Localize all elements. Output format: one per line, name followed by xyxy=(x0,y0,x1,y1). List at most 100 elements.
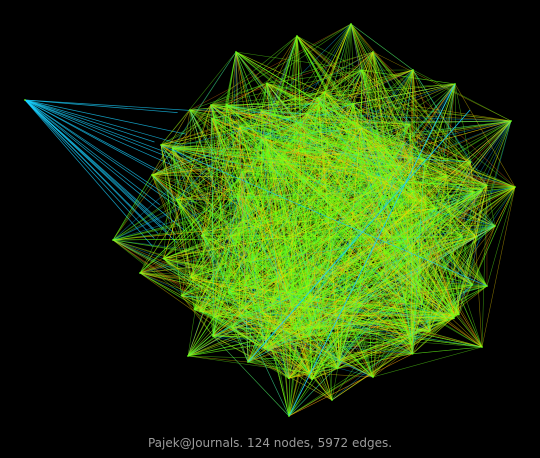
edge xyxy=(339,336,412,361)
edge xyxy=(291,137,378,306)
graph-node xyxy=(227,291,230,294)
edge xyxy=(288,83,456,417)
edge xyxy=(267,149,374,378)
edge xyxy=(247,304,293,363)
edge xyxy=(139,272,310,374)
edge xyxy=(294,328,413,345)
graph-node xyxy=(385,148,388,151)
edge xyxy=(190,235,202,278)
edge xyxy=(226,104,455,317)
graph-edges xyxy=(24,23,516,417)
edge xyxy=(268,349,310,374)
edge xyxy=(235,51,304,152)
edge xyxy=(294,329,333,401)
edge-outlier xyxy=(24,99,155,171)
edge xyxy=(241,148,387,173)
graph-node xyxy=(265,82,268,85)
edge xyxy=(187,148,387,357)
graph-node xyxy=(286,292,289,294)
edge xyxy=(274,120,512,330)
edge-outlier xyxy=(24,99,187,135)
edge xyxy=(267,149,289,379)
edge xyxy=(250,191,475,263)
edge xyxy=(210,83,267,106)
graph-node xyxy=(241,171,243,174)
edge xyxy=(187,355,340,361)
graph-node xyxy=(413,285,416,288)
edge xyxy=(372,186,516,378)
edge xyxy=(386,190,483,281)
edge xyxy=(250,137,378,263)
edge xyxy=(265,136,290,417)
graph-node xyxy=(308,335,310,338)
edge xyxy=(226,104,512,122)
edge xyxy=(230,161,471,237)
edge xyxy=(372,346,483,378)
edge xyxy=(350,23,488,186)
graph-node xyxy=(469,161,472,164)
edge xyxy=(412,69,471,163)
edge-outlier xyxy=(24,99,154,231)
edge xyxy=(160,51,237,146)
edge xyxy=(189,83,456,111)
graph-node xyxy=(305,112,308,115)
edge xyxy=(294,121,354,330)
graph-node xyxy=(461,236,464,238)
graph-node xyxy=(213,316,215,319)
graph-node xyxy=(400,241,403,244)
edge xyxy=(372,51,413,354)
edge xyxy=(187,157,413,357)
graph-node xyxy=(454,83,456,85)
edge xyxy=(425,120,512,204)
graph-node xyxy=(238,315,241,318)
graph-node xyxy=(411,343,413,345)
graph-node xyxy=(421,302,423,305)
edge xyxy=(429,190,483,332)
edge xyxy=(210,104,290,417)
edge xyxy=(411,157,477,238)
graph-node xyxy=(419,269,422,272)
edge xyxy=(473,120,512,193)
edge xyxy=(288,186,516,379)
edge xyxy=(112,174,153,241)
edge-outlier xyxy=(24,99,182,145)
edge xyxy=(308,336,338,369)
edge xyxy=(291,304,310,337)
edge xyxy=(318,152,325,336)
edge xyxy=(210,104,241,127)
edge xyxy=(377,137,447,176)
graph-node xyxy=(475,236,478,238)
edge xyxy=(350,23,463,238)
edge xyxy=(226,104,301,138)
graph-node xyxy=(390,172,392,175)
graph-node xyxy=(350,23,352,25)
edge xyxy=(281,83,456,158)
edge xyxy=(360,127,414,192)
graph-node xyxy=(423,158,426,161)
edge xyxy=(350,23,412,337)
edge xyxy=(237,196,477,238)
edge xyxy=(318,335,338,369)
edge xyxy=(390,83,456,174)
edge xyxy=(372,51,412,252)
graph-node xyxy=(471,284,474,286)
graph-node xyxy=(412,69,414,71)
edge xyxy=(356,153,436,209)
edge xyxy=(261,139,289,379)
edge xyxy=(281,157,288,294)
edge xyxy=(262,312,313,380)
edge xyxy=(304,190,483,305)
graph-node xyxy=(384,155,387,158)
graph-node xyxy=(398,165,401,168)
edge xyxy=(211,118,436,209)
edge xyxy=(409,124,471,163)
edge xyxy=(199,127,361,312)
edge xyxy=(365,138,477,238)
edge xyxy=(481,186,516,348)
edge xyxy=(296,35,483,191)
edge xyxy=(324,23,352,153)
edge xyxy=(210,104,238,197)
edge-outlier xyxy=(24,99,194,111)
edge xyxy=(210,104,320,336)
edge xyxy=(273,69,414,330)
